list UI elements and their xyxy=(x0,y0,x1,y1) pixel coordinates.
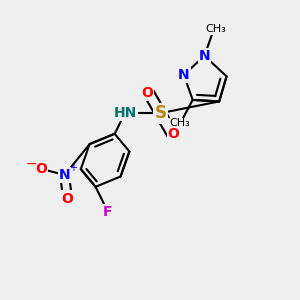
Text: N: N xyxy=(199,49,210,63)
Text: +: + xyxy=(69,163,77,173)
Text: O: O xyxy=(141,85,153,100)
Text: CH₃: CH₃ xyxy=(206,24,226,34)
Text: O: O xyxy=(168,127,179,141)
Text: O: O xyxy=(61,192,74,206)
Text: −: − xyxy=(26,157,37,171)
Text: N: N xyxy=(178,68,190,82)
Text: O: O xyxy=(35,162,47,176)
Text: N: N xyxy=(59,168,70,182)
Text: CH₃: CH₃ xyxy=(169,118,190,128)
Text: S: S xyxy=(154,104,166,122)
Text: F: F xyxy=(103,205,112,219)
Text: HN: HN xyxy=(113,106,136,120)
